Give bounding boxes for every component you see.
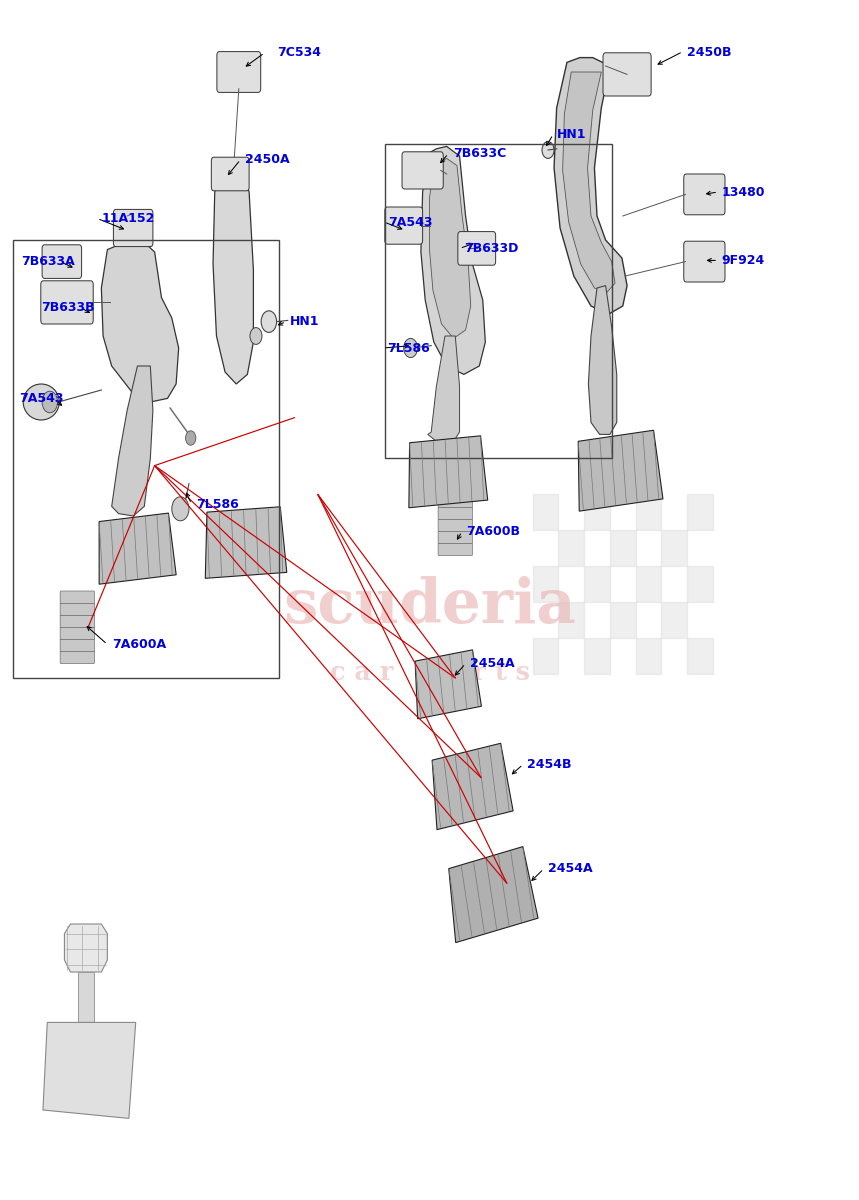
Text: 11A152: 11A152 <box>101 212 155 224</box>
Polygon shape <box>432 743 513 829</box>
Bar <box>636 566 661 602</box>
Polygon shape <box>205 506 287 578</box>
Polygon shape <box>578 431 663 511</box>
FancyBboxPatch shape <box>438 542 472 556</box>
FancyBboxPatch shape <box>438 520 472 532</box>
Circle shape <box>542 142 554 158</box>
Polygon shape <box>112 366 153 516</box>
Bar <box>558 602 584 638</box>
Text: 7A543: 7A543 <box>19 392 64 404</box>
Text: HN1: HN1 <box>557 128 586 140</box>
Text: 7L586: 7L586 <box>196 498 239 510</box>
Circle shape <box>172 497 189 521</box>
FancyBboxPatch shape <box>603 53 651 96</box>
Bar <box>610 602 636 638</box>
Text: 7B633A: 7B633A <box>21 256 76 268</box>
FancyBboxPatch shape <box>60 604 94 616</box>
Text: 2450A: 2450A <box>245 154 289 166</box>
Ellipse shape <box>23 384 59 420</box>
FancyBboxPatch shape <box>684 241 725 282</box>
FancyBboxPatch shape <box>458 232 496 265</box>
Polygon shape <box>78 972 94 1022</box>
Text: scuderia: scuderia <box>283 576 576 636</box>
Bar <box>584 566 610 602</box>
Polygon shape <box>409 436 488 508</box>
Polygon shape <box>448 847 538 943</box>
FancyBboxPatch shape <box>684 174 725 215</box>
FancyBboxPatch shape <box>60 626 94 640</box>
Bar <box>558 530 584 566</box>
FancyBboxPatch shape <box>60 614 94 628</box>
FancyBboxPatch shape <box>402 151 443 188</box>
Circle shape <box>404 338 417 358</box>
Text: 7A543: 7A543 <box>388 216 433 228</box>
Polygon shape <box>554 58 627 314</box>
Text: 9F924: 9F924 <box>722 254 765 266</box>
Bar <box>584 638 610 674</box>
Polygon shape <box>101 240 179 402</box>
Text: 7A600A: 7A600A <box>112 638 166 650</box>
FancyBboxPatch shape <box>113 209 153 246</box>
Bar <box>687 494 713 530</box>
FancyBboxPatch shape <box>216 52 261 92</box>
Text: 7A600B: 7A600B <box>466 526 521 538</box>
FancyBboxPatch shape <box>60 638 94 652</box>
Text: 2450B: 2450B <box>687 47 732 59</box>
Circle shape <box>250 328 262 344</box>
Text: HN1: HN1 <box>290 316 320 328</box>
Bar <box>533 566 558 602</box>
Text: 7B633C: 7B633C <box>453 148 506 160</box>
Bar <box>610 530 636 566</box>
Text: 2454A: 2454A <box>548 863 593 875</box>
FancyBboxPatch shape <box>385 206 423 244</box>
Polygon shape <box>64 924 107 972</box>
Polygon shape <box>99 514 176 584</box>
Polygon shape <box>428 336 460 444</box>
Bar <box>636 638 661 674</box>
Bar <box>533 638 558 674</box>
Text: 7B633D: 7B633D <box>464 242 518 254</box>
Text: c a r   p a r t s: c a r p a r t s <box>330 660 529 685</box>
Text: 13480: 13480 <box>722 186 765 198</box>
Text: 7L586: 7L586 <box>387 342 430 354</box>
Polygon shape <box>421 146 485 374</box>
FancyBboxPatch shape <box>211 157 249 191</box>
Bar <box>661 602 687 638</box>
Polygon shape <box>430 158 471 338</box>
Text: 7C534: 7C534 <box>277 47 321 59</box>
FancyBboxPatch shape <box>42 245 82 278</box>
FancyBboxPatch shape <box>438 530 472 544</box>
Text: 7B633B: 7B633B <box>41 301 94 313</box>
Bar <box>636 494 661 530</box>
Polygon shape <box>588 286 617 434</box>
FancyBboxPatch shape <box>438 508 472 520</box>
Bar <box>687 638 713 674</box>
FancyBboxPatch shape <box>438 496 472 508</box>
Circle shape <box>186 431 196 445</box>
Polygon shape <box>563 72 615 293</box>
Polygon shape <box>415 650 481 719</box>
Circle shape <box>261 311 277 332</box>
Ellipse shape <box>42 391 58 413</box>
FancyBboxPatch shape <box>60 592 94 604</box>
FancyBboxPatch shape <box>41 281 93 324</box>
Polygon shape <box>213 170 253 384</box>
Bar <box>687 566 713 602</box>
FancyBboxPatch shape <box>60 650 94 664</box>
Polygon shape <box>43 1022 136 1118</box>
Text: 2454A: 2454A <box>470 658 515 670</box>
Bar <box>533 494 558 530</box>
FancyBboxPatch shape <box>438 484 472 496</box>
Text: 2454B: 2454B <box>527 758 572 770</box>
Bar <box>584 494 610 530</box>
Bar <box>661 530 687 566</box>
